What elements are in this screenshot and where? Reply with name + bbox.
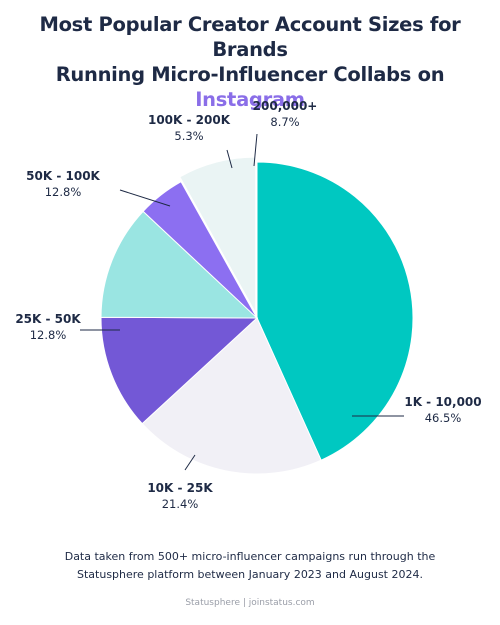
slice-value-6: 8.7% bbox=[270, 115, 299, 129]
chart-title-line-1: Most Popular Creator Account Sizes for B… bbox=[39, 13, 461, 61]
leader-line-6 bbox=[253, 133, 258, 167]
slice-value-2: 21.4% bbox=[162, 497, 199, 511]
slice-label-6: 200,000+ bbox=[253, 99, 318, 113]
pie-slice-2 bbox=[141, 317, 322, 475]
slice-label-3: 25K - 50K bbox=[15, 312, 81, 326]
leader-line-5 bbox=[226, 149, 233, 169]
slice-label-4: 50K - 100K bbox=[26, 169, 100, 183]
pie-slice-1 bbox=[256, 161, 414, 461]
pie-slice-3 bbox=[100, 316, 259, 425]
chart-title-accent: Instagram bbox=[195, 88, 305, 111]
pie-slice-6 bbox=[179, 156, 257, 316]
chart-title-line-2: Running Micro-Influencer Collabs on Inst… bbox=[0, 62, 500, 112]
slice-label-1: 1K - 10,000 bbox=[404, 395, 481, 409]
slice-label-5: 100K - 200K bbox=[148, 113, 231, 127]
footnote-line-1: Data taken from 500+ micro-influencer ca… bbox=[64, 550, 436, 563]
leader-line-2 bbox=[184, 454, 196, 471]
source-credit: Statusphere | joinstatus.com bbox=[185, 598, 315, 608]
pie-slice-4 bbox=[100, 210, 259, 319]
footnote: Data taken from 500+ micro-influencer ca… bbox=[0, 548, 500, 584]
slice-label-2: 10K - 25K bbox=[147, 481, 213, 495]
slice-value-4: 12.8% bbox=[45, 185, 82, 199]
leader-line-4 bbox=[119, 189, 171, 207]
slice-value-5: 5.3% bbox=[174, 129, 203, 143]
chart-title: Most Popular Creator Account Sizes for B… bbox=[0, 12, 500, 112]
pie-slice-5 bbox=[142, 181, 258, 319]
slice-value-3: 12.8% bbox=[30, 328, 67, 342]
chart-title-line-2-text: Running Micro-Influencer Collabs on bbox=[55, 63, 445, 86]
footnote-line-2: Statusphere platform between January 202… bbox=[77, 568, 423, 581]
slice-value-1: 46.5% bbox=[425, 411, 462, 425]
